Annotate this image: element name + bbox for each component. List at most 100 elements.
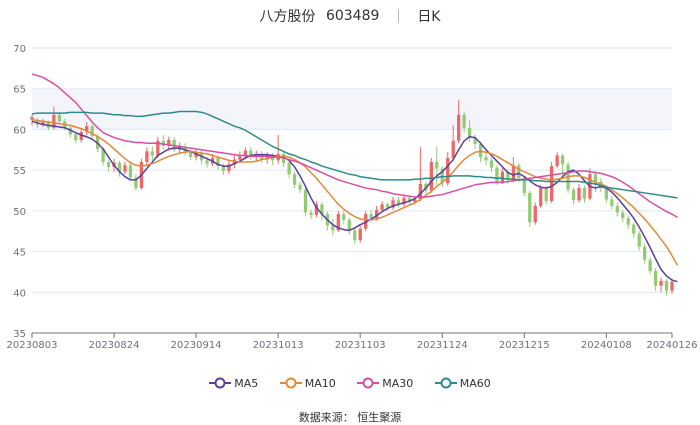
candle <box>621 210 625 223</box>
candle-body <box>659 280 663 286</box>
candle <box>489 157 494 172</box>
candle-body <box>353 230 357 241</box>
x-tick-label: 20231013 <box>253 340 304 351</box>
candle <box>281 151 286 167</box>
legend-item-ma30[interactable]: MA30 <box>357 376 413 390</box>
candle <box>123 162 127 175</box>
candle-body <box>544 188 548 202</box>
candle <box>227 160 231 175</box>
candle <box>156 136 160 158</box>
candle-body <box>238 156 242 160</box>
candle <box>533 202 537 225</box>
candle <box>134 174 138 191</box>
candle-body <box>52 114 56 128</box>
candle <box>571 187 576 205</box>
candle <box>298 181 302 193</box>
candle-body <box>145 151 149 162</box>
candle <box>467 119 472 142</box>
moving-average-lines <box>31 73 679 283</box>
candle-body <box>57 114 61 122</box>
candle-body <box>478 144 483 158</box>
candle-body <box>336 214 340 231</box>
candle-body <box>402 197 406 205</box>
candle-body <box>358 228 362 241</box>
candle-body <box>637 233 641 247</box>
y-tick-label: 70 <box>13 44 26 55</box>
data-source: 数据来源： 恒生聚源 <box>298 411 402 424</box>
candle <box>374 205 379 221</box>
candle-body <box>610 199 614 206</box>
candle-body <box>473 137 477 145</box>
candle-body <box>653 271 658 286</box>
candle <box>555 152 559 169</box>
candle-body <box>413 199 417 202</box>
candle-body <box>117 162 122 172</box>
candle-body <box>369 214 373 219</box>
candle <box>648 257 652 275</box>
candle-body <box>500 171 505 182</box>
candle-body <box>287 162 291 175</box>
candle-body <box>577 188 581 201</box>
y-tick-label: 35 <box>13 329 26 340</box>
candle-body <box>221 166 226 171</box>
candle <box>216 155 220 171</box>
candle <box>615 202 619 217</box>
legend-label: MA5 <box>234 376 259 390</box>
line-ma10 <box>31 118 679 266</box>
candle <box>429 157 433 193</box>
line-ma5 <box>31 120 678 283</box>
candle-body <box>167 140 171 146</box>
candle <box>101 147 105 166</box>
candle <box>385 202 390 211</box>
legend-label: MA60 <box>459 376 491 390</box>
y-axis: 35 40 45 50 55 60 65 70 <box>13 44 26 340</box>
candle-body <box>418 183 423 200</box>
candle-body <box>320 204 324 215</box>
candle <box>495 165 499 185</box>
candle-body <box>391 200 395 208</box>
candle-body <box>232 159 237 165</box>
candle-body <box>123 165 127 172</box>
candle-body <box>407 197 412 202</box>
candle-body <box>216 157 220 167</box>
candle <box>128 161 133 180</box>
candle-body <box>298 184 302 190</box>
candle <box>528 190 532 228</box>
candle-body <box>271 155 275 161</box>
candle <box>511 157 516 183</box>
candle <box>462 111 466 133</box>
candle <box>260 151 264 163</box>
candle <box>74 132 78 144</box>
candle <box>85 122 89 136</box>
legend-item-ma60[interactable]: MA60 <box>434 376 491 390</box>
candle-body <box>347 219 351 231</box>
candle-body <box>495 167 499 182</box>
candle <box>637 231 641 251</box>
candle-body <box>593 174 598 182</box>
x-tick-label: 20240108 <box>581 340 632 351</box>
candle-body <box>134 177 138 189</box>
candle <box>653 267 658 291</box>
candle-body <box>292 174 297 185</box>
x-tick-label: 20231124 <box>417 340 468 351</box>
y-tick-label: 45 <box>13 248 26 259</box>
candle-body <box>615 205 619 213</box>
y-tick-label: 50 <box>13 207 26 218</box>
candle <box>418 147 423 202</box>
x-tick-label: 20240126 <box>647 340 698 351</box>
candle-body <box>243 150 247 157</box>
candle-body <box>309 212 313 215</box>
candle <box>347 217 351 235</box>
candle <box>150 146 154 161</box>
candle-body <box>632 224 636 234</box>
candle <box>41 118 45 127</box>
legend-item-ma5[interactable]: MA5 <box>209 376 258 390</box>
candle-body <box>374 210 379 219</box>
candle-body <box>41 122 45 125</box>
legend-item-ma10[interactable]: MA10 <box>279 376 336 390</box>
candle <box>396 197 401 208</box>
grid <box>32 47 672 293</box>
candle-body <box>161 140 165 146</box>
ma10-legend-icon <box>279 377 302 389</box>
candle-body <box>533 205 537 223</box>
